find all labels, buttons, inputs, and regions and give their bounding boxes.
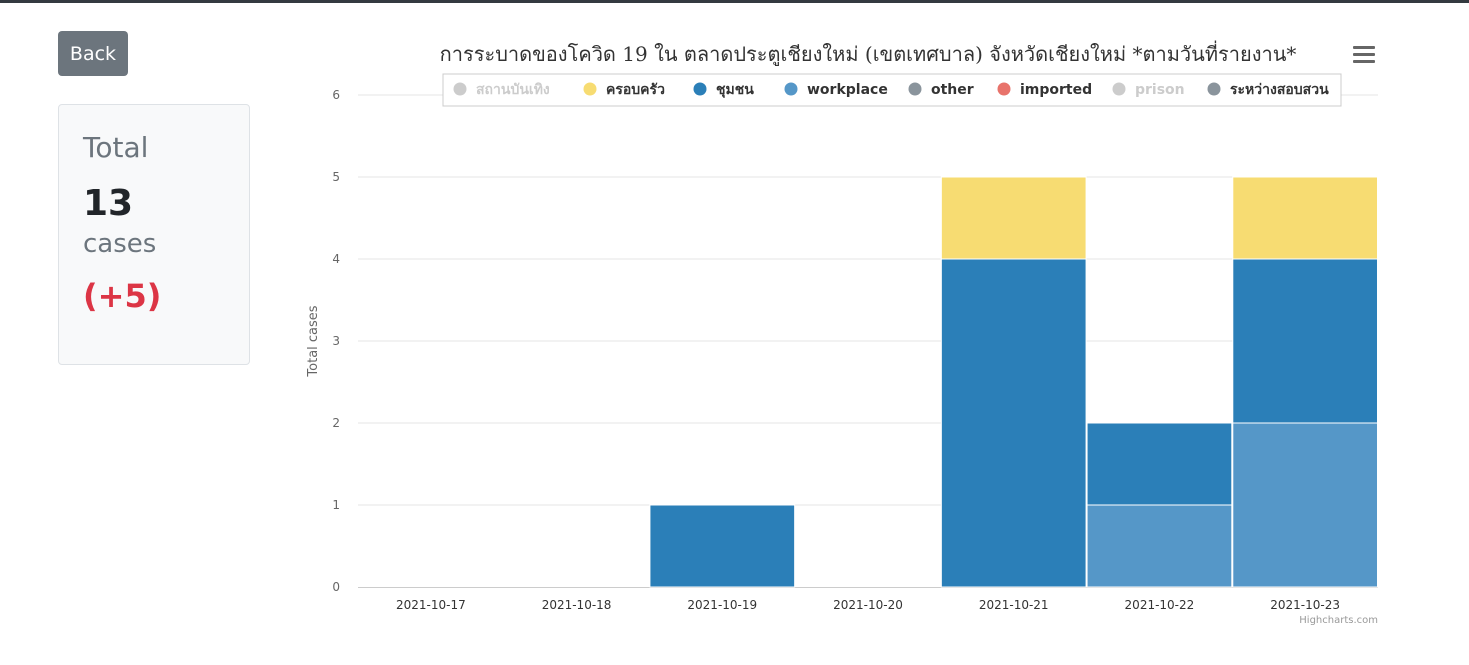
y-tick-label: 1 [332,498,340,512]
top-border [0,0,1469,3]
bar-segment [1232,258,1379,424]
x-tick-label: 2021-10-17 [396,598,466,612]
legend-item[interactable]: prison [1135,82,1185,98]
bar-segment [940,176,1087,260]
legend-item[interactable]: workplace [807,82,888,98]
legend-item[interactable]: สถานบันเทิง [476,82,550,98]
x-tick-label: 2021-10-20 [833,598,903,612]
legend-marker [908,82,922,96]
x-tick-label: 2021-10-21 [979,598,1049,612]
y-tick-label: 4 [332,252,340,266]
legend-marker [453,82,467,96]
back-button[interactable]: Back [58,31,128,76]
legend-item[interactable]: imported [1020,82,1092,98]
x-tick-label: 2021-10-18 [542,598,612,612]
y-tick-label: 5 [332,170,340,184]
y-tick-label: 6 [332,88,340,102]
legend-item[interactable]: ระหว่างสอบสวน [1230,82,1329,98]
legend-marker [583,82,597,96]
bar-segment [1086,422,1233,506]
total-unit: cases [83,229,157,259]
x-tick-label: 2021-10-19 [687,598,757,612]
legend-marker [997,82,1011,96]
bar-segment [1086,504,1233,588]
legend-marker [784,82,798,96]
legend-item[interactable]: other [931,82,974,98]
credits-link[interactable]: Highcharts.com [1299,615,1378,626]
legend-item[interactable]: ชุมชน [716,82,754,98]
x-tick-label: 2021-10-22 [1125,598,1195,612]
chart-title: การระบาดของโควิด 19 ใน ตลาดประตูเชียงใหม… [439,42,1297,66]
legend-box [442,73,1342,107]
hamburger-menu-icon[interactable] [1353,46,1375,66]
legend-marker [1207,82,1221,96]
bar-segment [1232,176,1379,260]
legend-marker [693,82,707,96]
x-tick-label: 2021-10-23 [1270,598,1340,612]
bar-segment [649,504,796,588]
total-label: Total [83,131,149,164]
total-value: 13 [83,183,134,224]
y-axis-title: Total cases [306,305,321,377]
y-tick-label: 0 [332,580,340,594]
y-tick-label: 2 [332,416,340,430]
total-cases-card: Total 13 cases (+5) [58,104,250,365]
total-delta: (+5) [83,277,162,315]
legend-marker [1112,82,1126,96]
bar-segment [1232,422,1379,588]
legend-item[interactable]: ครอบครัว [606,82,665,98]
y-tick-label: 3 [332,334,340,348]
bar-segment [940,258,1087,588]
